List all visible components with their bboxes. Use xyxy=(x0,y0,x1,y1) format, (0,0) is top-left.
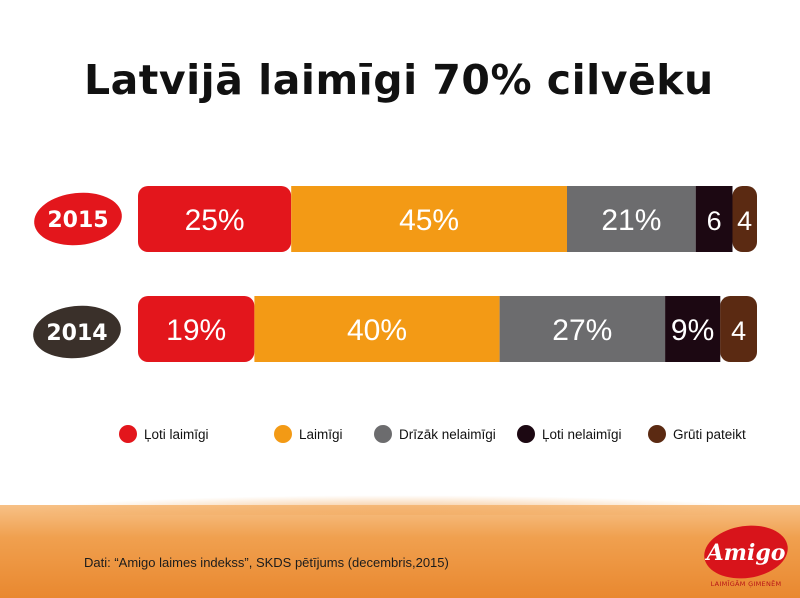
footer-band xyxy=(0,495,800,598)
bar-segment-2015-2 xyxy=(291,186,567,252)
bar-segment-2014-1 xyxy=(138,296,255,362)
bar-segment-2015-1 xyxy=(138,186,292,252)
legend-swatch-2 xyxy=(274,425,292,443)
bar-segment-2015-4 xyxy=(695,186,733,252)
data-label-2015-5: 4 xyxy=(737,206,752,236)
data-label-2014-3: 27% xyxy=(552,314,612,347)
bar-segment-2014-2 xyxy=(254,296,500,362)
page-title: Latvijā laimīgi 70% cilvēku xyxy=(84,56,714,104)
data-label-2014-4: 9% xyxy=(671,314,714,347)
legend-item-1: Ļoti laimīgi xyxy=(119,425,209,443)
data-label-2015-4: 6 xyxy=(707,206,722,236)
svg-text:Amigo: Amigo xyxy=(705,540,786,566)
legend-label-2: Laimīgi xyxy=(299,427,343,442)
legend-swatch-4 xyxy=(517,425,535,443)
data-label-2014-2: 40% xyxy=(347,314,407,347)
year-badge-2014: 2014 xyxy=(33,305,121,359)
data-label-2015-2: 45% xyxy=(399,204,459,237)
legend-item-3: Drīzāk nelaimīgi xyxy=(374,425,496,443)
data-label-2014-1: 19% xyxy=(166,314,226,347)
svg-text:LAIMĪGĀM ĢIMENĒM: LAIMĪGĀM ĢIMENĒM xyxy=(711,579,782,589)
legend-label-3: Drīzāk nelaimīgi xyxy=(399,427,496,442)
amigo-logo: Amigo LAIMĪGĀM ĢIMENĒM xyxy=(704,525,788,589)
legend-label-4: Ļoti nelaimīgi xyxy=(542,427,622,442)
legend-item-5: Grūti pateikt xyxy=(648,425,746,443)
year-label-2015: 2015 xyxy=(47,208,108,233)
bar-segment-2014-3 xyxy=(499,296,666,362)
data-label-2014-5: 4 xyxy=(731,316,746,346)
data-label-2015-3: 21% xyxy=(601,204,661,237)
legend-swatch-1 xyxy=(119,425,137,443)
source-note: Dati: “Amigo laimes indekss”, SKDS pētīj… xyxy=(84,555,449,570)
legend-swatch-5 xyxy=(648,425,666,443)
legend-item-4: Ļoti nelaimīgi xyxy=(517,425,622,443)
bar-segment-2015-3 xyxy=(567,186,696,252)
data-label-2015-1: 25% xyxy=(185,204,245,237)
legend-label-5: Grūti pateikt xyxy=(673,427,746,442)
bar-segment-2014-4 xyxy=(665,296,721,362)
year-badge-2015: 2015 xyxy=(34,192,122,246)
legend-item-2: Laimīgi xyxy=(274,425,343,443)
legend-label-1: Ļoti laimīgi xyxy=(144,427,209,442)
legend-swatch-3 xyxy=(374,425,392,443)
bar-segment-2014-5 xyxy=(720,296,757,362)
bar-segment-2015-5 xyxy=(732,186,757,252)
year-label-2014: 2014 xyxy=(46,321,107,346)
